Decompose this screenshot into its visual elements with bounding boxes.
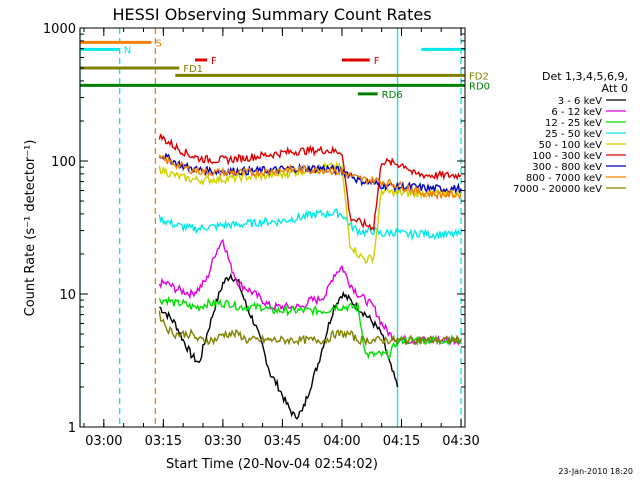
series-line	[158, 310, 462, 347]
series-line	[158, 296, 462, 360]
legend-entry-label: 7000 - 20000 keV	[513, 184, 602, 195]
x-tick-label: 03:30	[204, 434, 241, 449]
series-layer	[158, 133, 462, 420]
legend-entry-label: 12 - 25 keV	[545, 118, 602, 129]
date-stamp: 23-Jan-2010 18:20	[558, 467, 633, 476]
series-line	[158, 208, 462, 242]
flag-label: F	[374, 56, 380, 67]
legend-entry-label: 3 - 6 keV	[558, 96, 602, 107]
legend-header: Att 0	[602, 82, 628, 95]
series-line	[158, 154, 462, 201]
flag-label: N	[124, 45, 131, 56]
y-tick-label: 100	[51, 155, 76, 170]
flag-label: F	[211, 56, 217, 67]
series-line	[159, 272, 399, 420]
plot-frame	[79, 27, 466, 428]
y-axis-label: Count Rate (s⁻¹ detector⁻¹)	[23, 140, 38, 317]
legend-entry-label: 25 - 50 keV	[545, 129, 602, 140]
vertical-markers	[79, 28, 462, 427]
flag-label: RD0	[469, 81, 490, 92]
series-line	[158, 133, 462, 232]
legend-header: Det 1,3,4,5,6,9,	[542, 70, 628, 83]
series-line	[158, 238, 462, 346]
x-tick-label: 04:30	[442, 434, 479, 449]
x-tick-label: 04:00	[323, 434, 360, 449]
legend-entry-label: 50 - 100 keV	[539, 140, 603, 151]
x-tick-label: 03:00	[85, 434, 122, 449]
x-tick-label: 03:45	[264, 434, 301, 449]
y-tick-label: 1000	[43, 22, 76, 37]
y-tick-label: 10	[59, 288, 76, 303]
axes-layer: 1 10 100 1000 03:00 03:15 03:30 03:45 04:00 04:15…	[43, 22, 480, 449]
legend-entry-label: 100 - 300 keV	[532, 151, 602, 162]
flag-label: FD1	[183, 64, 203, 75]
x-tick-label: 03:15	[145, 434, 182, 449]
x-axis-label: Start Time (20-Nov-04 02:54:02)	[166, 457, 378, 472]
flag-label: S	[155, 38, 161, 49]
legend-entry-label: 300 - 800 keV	[532, 162, 602, 173]
flag-label: RD6	[382, 90, 403, 101]
flag-label: FD2	[469, 71, 489, 82]
x-tick-label: 04:15	[383, 434, 420, 449]
legend-entry-label: 800 - 7000 keV	[526, 173, 602, 184]
legend-entry-label: 6 - 12 keV	[551, 107, 602, 118]
y-tick-label: 1	[68, 421, 76, 436]
chart-title: HESSI Observing Summary Count Rates	[112, 5, 431, 24]
